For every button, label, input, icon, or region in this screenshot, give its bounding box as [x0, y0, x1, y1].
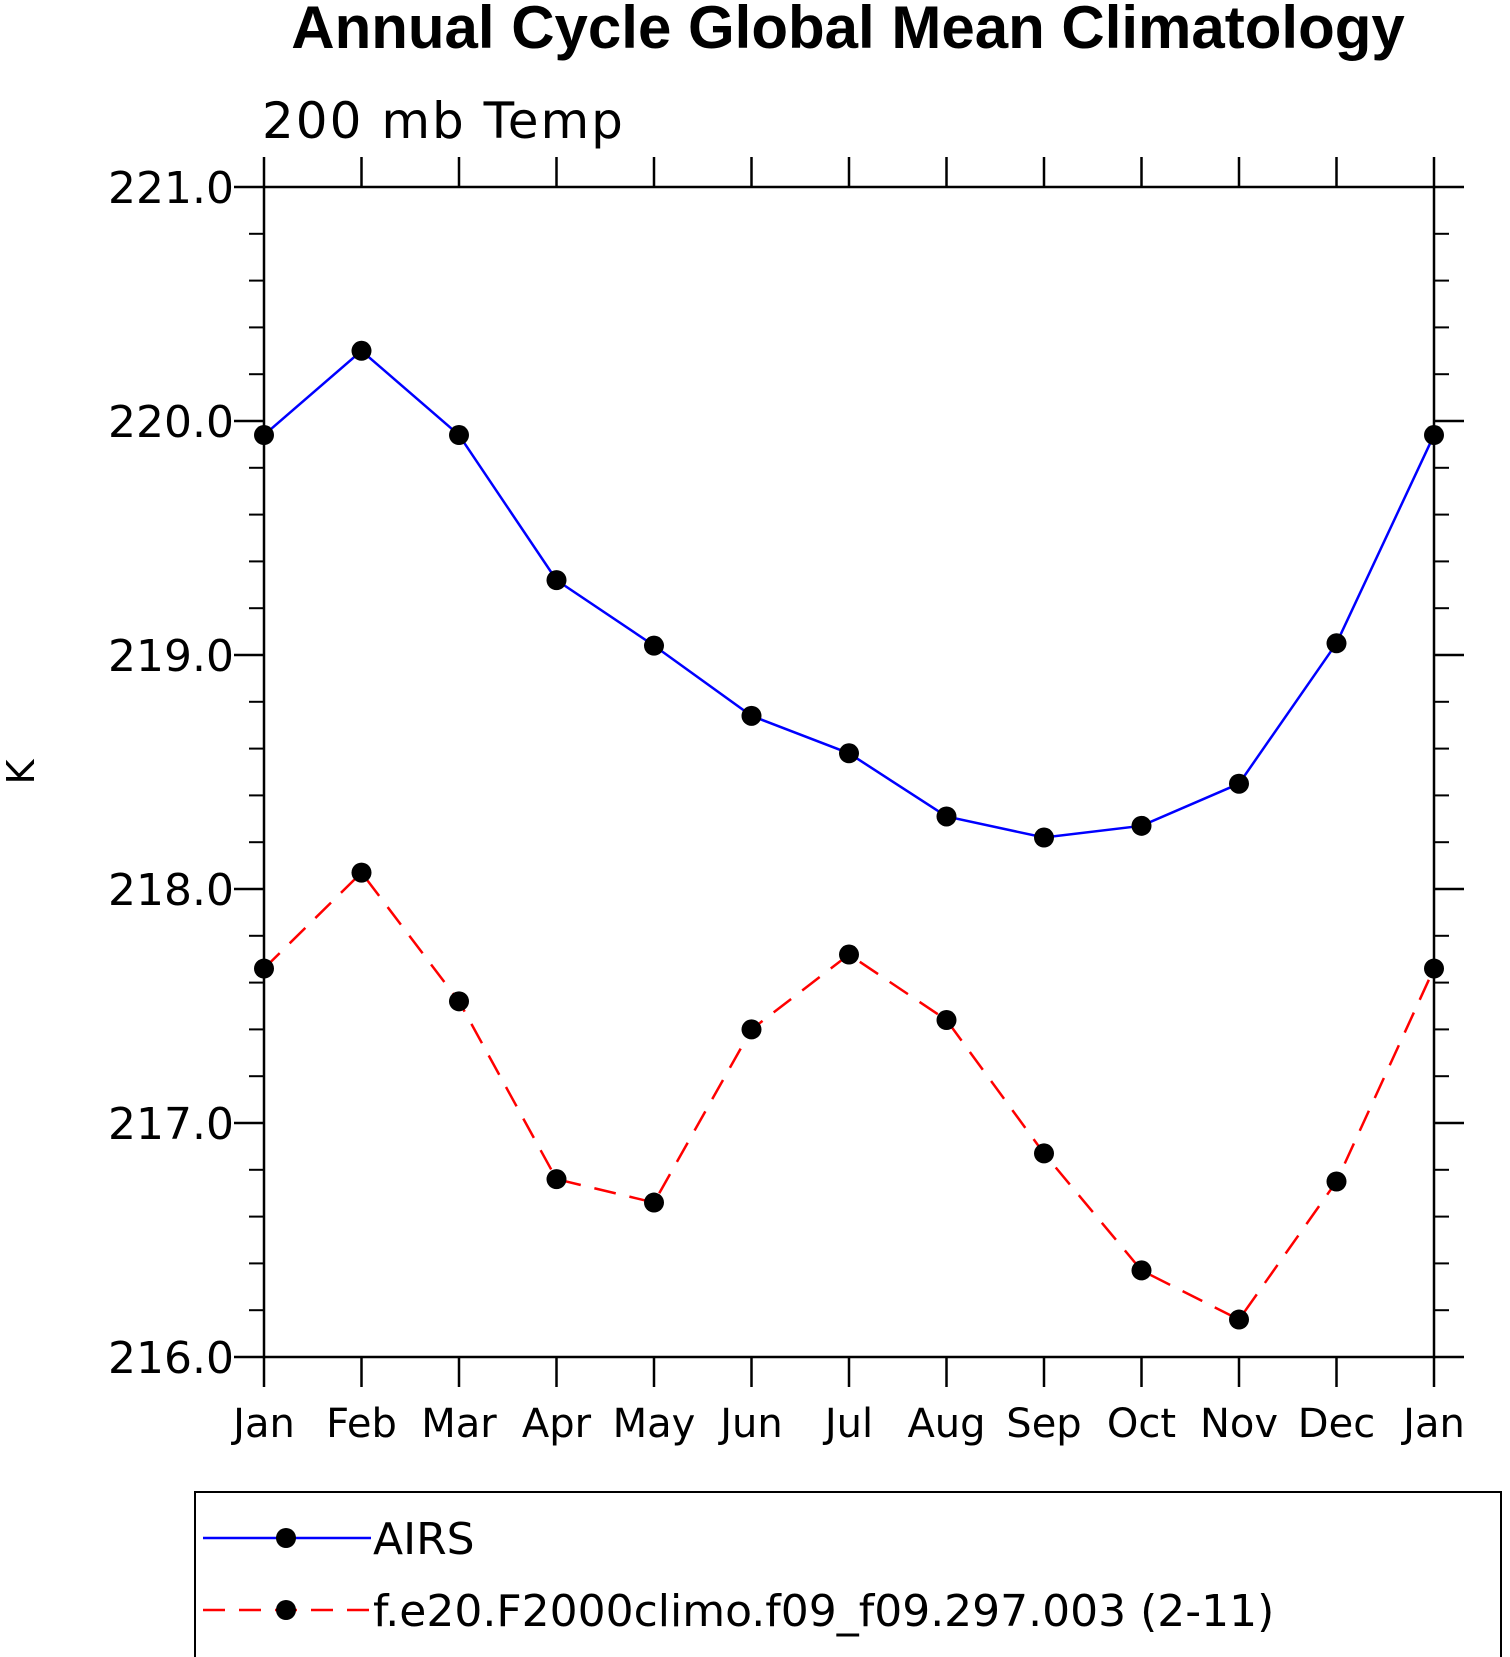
x-tick-label: Feb: [326, 1401, 397, 1447]
chart-subtitle: 200 mb Temp: [262, 92, 625, 150]
x-tick-label: Jul: [822, 1401, 873, 1447]
x-tick-label: Aug: [907, 1401, 985, 1447]
x-tick-label: Nov: [1200, 1401, 1278, 1447]
x-tick-label: Jan: [230, 1401, 295, 1447]
legend-label: AIRS: [373, 1514, 475, 1565]
data-point: [936, 806, 957, 827]
chart-title: Annual Cycle Global Mean Climatology: [291, 0, 1405, 61]
x-tick-label: Dec: [1298, 1401, 1375, 1447]
x-tick-label: May: [613, 1401, 696, 1447]
x-tick-label: Oct: [1107, 1401, 1176, 1447]
series-line: [263, 870, 1436, 1322]
data-point: [741, 1019, 762, 1040]
x-tick-label: Jan: [1400, 1401, 1465, 1447]
data-point: [449, 991, 469, 1012]
x-tick-label: Jun: [717, 1401, 783, 1447]
series-layer: [254, 340, 1444, 1330]
data-point: [839, 743, 859, 764]
axis-ticks: [234, 157, 1464, 1387]
data-point: [1326, 633, 1347, 654]
data-point: [1034, 1143, 1054, 1164]
legend-marker: [276, 1600, 296, 1620]
legend: AIRS f.e20.F2000climo.f09_f09.297.003 (2-…: [194, 1491, 1502, 1657]
data-point: [1424, 958, 1444, 979]
data-point: [1424, 425, 1444, 446]
y-tick-label: 216.0: [108, 1333, 234, 1384]
data-point: [254, 425, 274, 446]
y-tick-label: 217.0: [108, 1099, 234, 1150]
y-tick-label: 219.0: [108, 631, 234, 682]
plot-frame: [262, 185, 1436, 1359]
x-tick-label: Sep: [1006, 1401, 1081, 1447]
data-point: [351, 340, 372, 361]
x-tick-label: Apr: [522, 1401, 592, 1447]
data-point: [936, 1010, 957, 1031]
data-point: [1034, 827, 1054, 848]
data-point: [644, 1192, 664, 1213]
legend-box: [194, 1491, 1502, 1657]
series-line: [263, 349, 1436, 839]
legend-marker: [276, 1528, 296, 1548]
data-point: [254, 958, 274, 979]
data-point: [351, 862, 372, 883]
data-point: [741, 705, 762, 726]
data-point: [644, 635, 664, 656]
y-tick-label: 221.0: [108, 163, 234, 214]
data-point: [1131, 815, 1152, 836]
data-point: [1229, 773, 1249, 794]
data-point: [449, 425, 469, 446]
x-tick-label: Mar: [421, 1401, 497, 1447]
data-point: [546, 1169, 567, 1190]
y-tick-labels: 216.0 217.0 218.0 219.0 220.0 221.0: [108, 163, 234, 1384]
y-tick-label: 218.0: [108, 865, 234, 916]
legend-label: f.e20.F2000climo.f09_f09.297.003 (2-11): [373, 1586, 1274, 1637]
data-point: [1229, 1309, 1249, 1330]
data-point: [839, 944, 859, 965]
y-axis-label: K: [0, 758, 43, 784]
y-tick-label: 220.0: [108, 397, 234, 448]
data-point: [546, 570, 567, 591]
x-tick-labels: Jan Feb Mar Apr May Jun Jul Aug Sep Oct Nov Dec Jan: [230, 1401, 1465, 1447]
data-point: [1131, 1260, 1152, 1281]
data-point: [1326, 1171, 1347, 1192]
